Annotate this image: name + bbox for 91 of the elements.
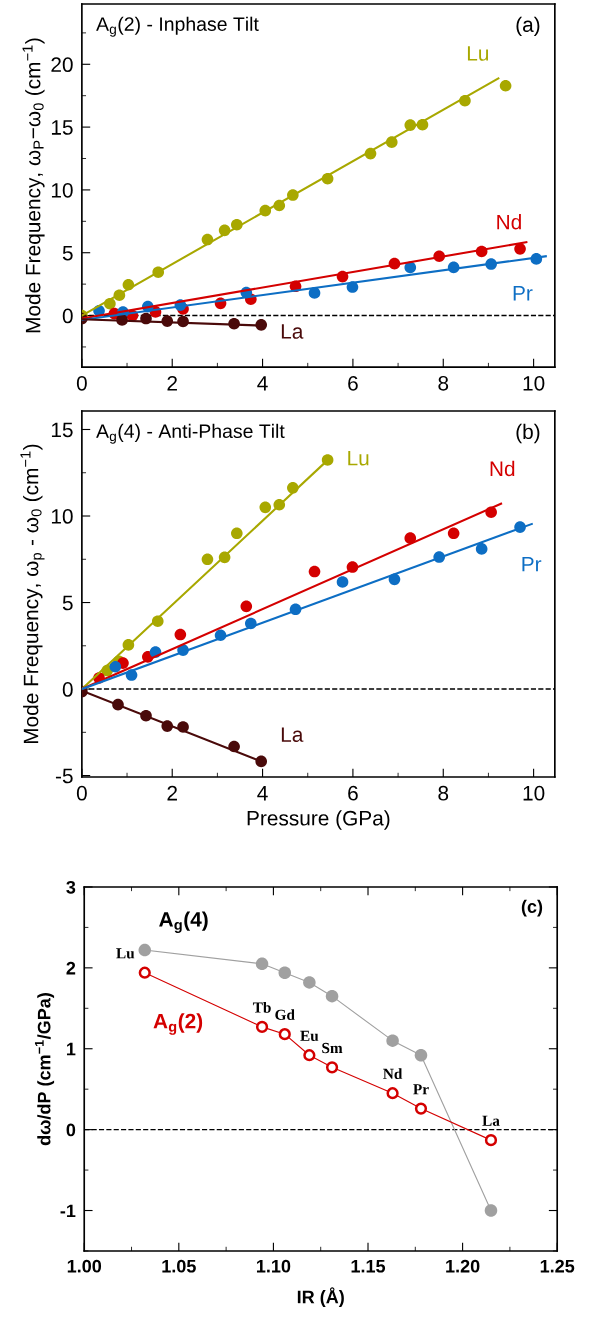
point: [414, 1048, 428, 1062]
annotation: (a): [516, 16, 540, 37]
x-tick-label: 1.25: [540, 1259, 575, 1273]
x-tick-label: 1.00: [67, 1259, 102, 1273]
point: [475, 543, 488, 555]
point: [321, 454, 334, 466]
point: [255, 1020, 269, 1034]
annotation: Sm: [322, 1042, 343, 1054]
point: [386, 1034, 399, 1047]
annotation: Pr: [413, 1084, 429, 1095]
x-tick-label: 2: [167, 375, 177, 391]
point: [278, 966, 292, 979]
point: [259, 501, 272, 514]
y-tick-label: -1: [60, 1204, 76, 1218]
point: [201, 553, 214, 566]
point: [325, 1061, 339, 1074]
x-tick-label: 8: [438, 785, 449, 801]
point: [303, 976, 316, 989]
y-tick-label: 15: [51, 422, 73, 438]
y-tick-label: 1: [66, 1042, 76, 1056]
x-tick-label: 6: [348, 375, 358, 391]
x-tick-label: 1.10: [256, 1259, 291, 1273]
y-tick-label: 0: [62, 308, 73, 324]
x-tick-label: 10: [523, 785, 545, 801]
series-label: A$_{g}$(4): [159, 911, 208, 933]
point: [404, 261, 417, 274]
point: [303, 1049, 316, 1062]
annotation: (b): [516, 423, 540, 444]
annotation: Lu: [116, 948, 135, 959]
series-label: Nd: [490, 460, 515, 477]
x-tick-label: 0: [76, 785, 87, 801]
y-axis-title: Mode Frequency, ω$_{p}$ - ω$_{0}$ (cm$^{−1}$): [20, 444, 45, 744]
point: [308, 565, 321, 578]
point: [325, 989, 339, 1003]
series-label: La: [281, 727, 304, 742]
y-axis-title: dω/dP (cm$^{−1}$/GPa): [34, 993, 55, 1146]
y-tick-label: 5: [62, 595, 73, 611]
point: [278, 1028, 291, 1041]
point: [484, 1204, 498, 1217]
x-axis-title: Pressure (GPa): [247, 810, 390, 830]
y-axis-title: Mode Frequency, ω$_{P}$−ω$_{0}$ (cm$^{−1}$): [22, 38, 45, 333]
point: [138, 966, 151, 979]
point: [447, 527, 460, 540]
x-tick-label: 4: [257, 376, 268, 391]
x-axis-title: IR (Å): [297, 1287, 344, 1307]
annotation: Nd: [383, 1068, 403, 1080]
text: A$_{g}$(2) - Inphase Tilt: [96, 16, 259, 37]
x-tick-label: 2: [167, 785, 177, 801]
y-tick-label: 0: [62, 682, 73, 697]
point: [499, 79, 512, 92]
annotation: Eu: [300, 1030, 319, 1042]
point: [484, 1134, 498, 1147]
series-label: Pr: [522, 557, 542, 572]
series-label: Nd: [497, 214, 521, 230]
point: [109, 660, 122, 673]
series-label: Pr: [513, 286, 533, 301]
point: [231, 527, 243, 540]
annotation: Tb: [252, 1001, 271, 1013]
annotation: Gd: [275, 1009, 295, 1020]
point: [414, 1102, 428, 1115]
y-tick-label: 20: [51, 57, 73, 73]
x-tick-label: 6: [348, 785, 358, 801]
x-tick-label: 4: [257, 786, 268, 801]
series-label: La: [281, 324, 304, 339]
y-tick-label: 15: [51, 120, 73, 135]
x-tick-label: 1.05: [162, 1259, 196, 1273]
point: [514, 243, 526, 255]
x-tick-label: 1.20: [446, 1259, 480, 1273]
series-label: Lu: [348, 451, 369, 466]
y-tick-label: 2: [66, 961, 76, 975]
point: [240, 600, 253, 613]
y-tick-label: 10: [51, 182, 73, 198]
series-label: A$_{g}$(2): [153, 1013, 203, 1035]
point: [336, 576, 349, 588]
y-tick-label: -5: [55, 768, 73, 784]
x-tick-label: 8: [438, 375, 449, 391]
point: [138, 943, 152, 957]
series-label: Lu: [467, 46, 489, 61]
x-tick-label: 1.15: [351, 1259, 386, 1273]
y-tick-label: 3: [66, 880, 76, 894]
point: [174, 628, 187, 641]
point: [386, 1087, 399, 1100]
point: [255, 957, 269, 971]
x-tick-label: 10: [523, 375, 545, 391]
text: A$_{g}$(4) - Anti-Phase Tilt: [96, 423, 285, 444]
x-tick-label: 0: [76, 375, 87, 391]
y-tick-label: 10: [51, 509, 73, 524]
y-tick-label: 0: [66, 1123, 76, 1137]
annotation: (c): [521, 899, 543, 917]
annotation: La: [482, 1115, 500, 1126]
y-tick-label: 5: [62, 245, 73, 261]
